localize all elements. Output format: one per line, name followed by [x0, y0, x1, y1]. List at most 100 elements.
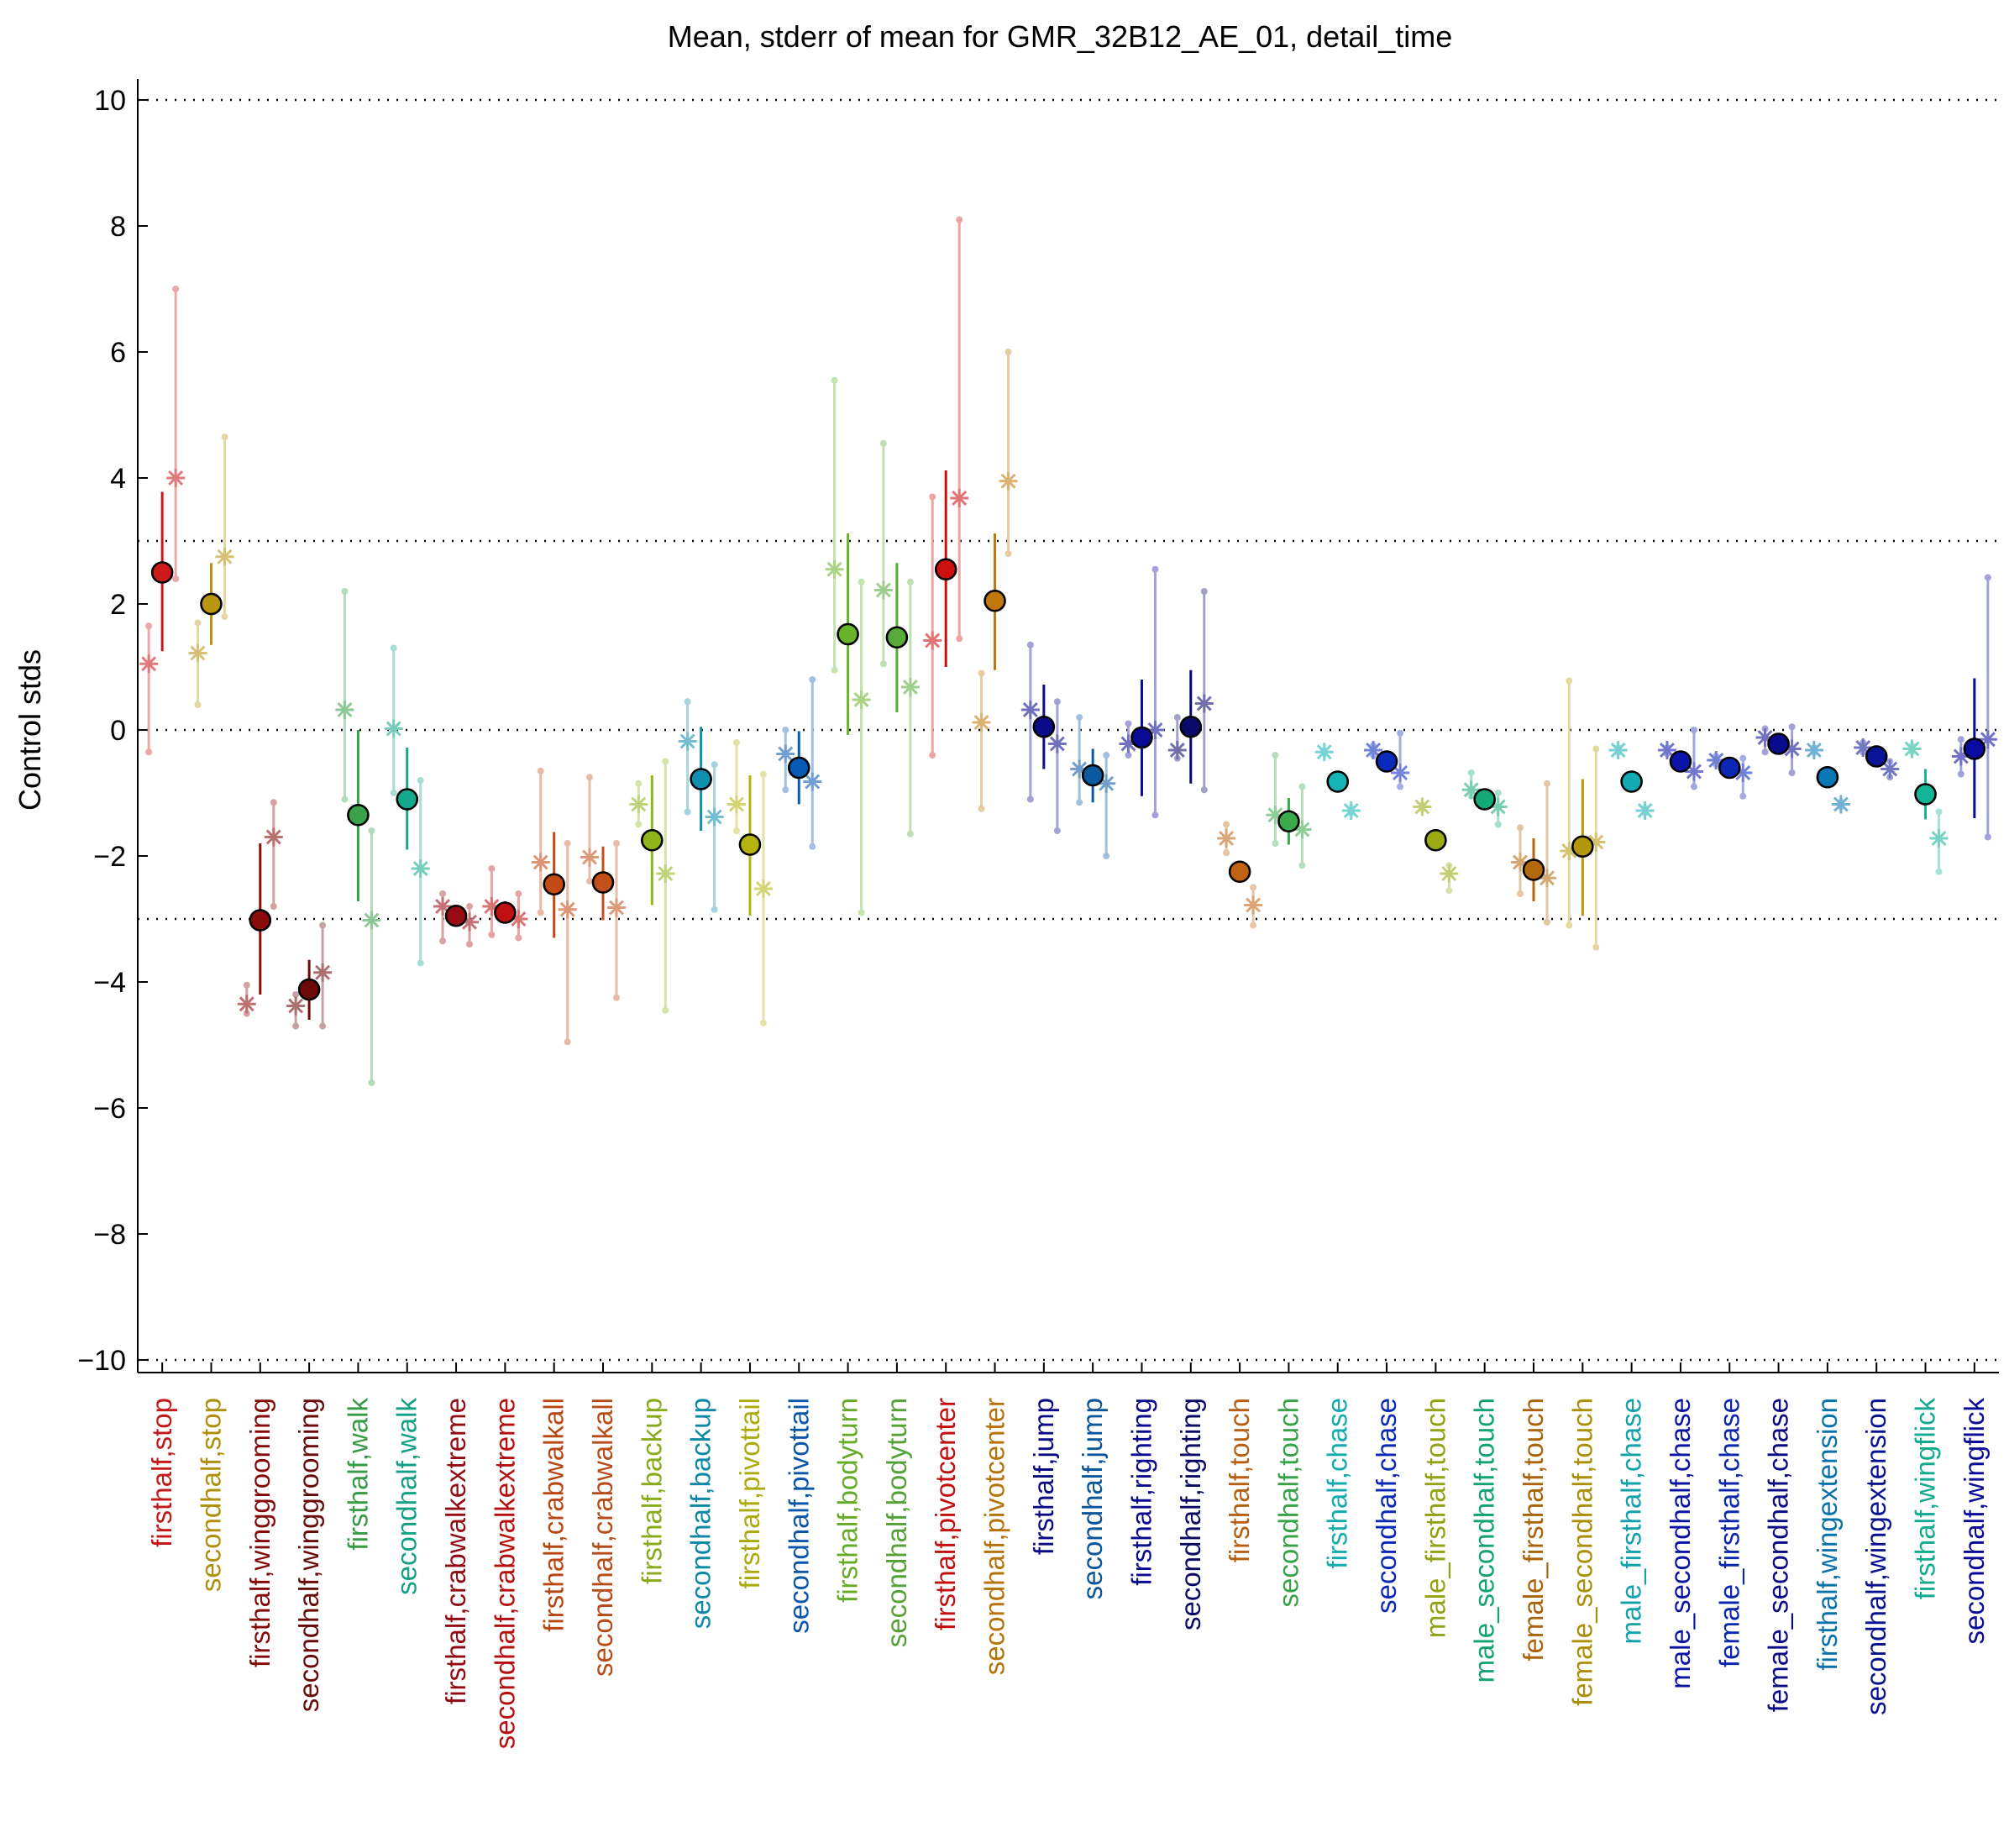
x-tick-label: male_secondhalf,chase [1665, 1398, 1696, 1689]
range-point [1125, 752, 1132, 759]
category-group [1119, 565, 1165, 819]
range-point [759, 770, 767, 778]
range-point [831, 666, 838, 674]
star-marker-first [335, 701, 354, 719]
star-marker-second-stroke-3 [217, 549, 233, 564]
range-point [1467, 769, 1475, 776]
range-point [858, 578, 865, 585]
range-point [319, 1022, 327, 1030]
star-marker-first [1902, 739, 1922, 759]
star-marker-second [1391, 764, 1410, 782]
x-tick-label: firsthalf,crabwalkall [538, 1398, 569, 1632]
star-marker-second [313, 963, 333, 982]
range-point [956, 216, 963, 223]
category-group [825, 376, 871, 916]
mean-marker [543, 873, 565, 896]
category-group [776, 676, 822, 850]
star-marker-first [1364, 741, 1383, 759]
range-point [1200, 588, 1208, 595]
range-point [1076, 799, 1083, 806]
range-point [368, 827, 375, 834]
star-marker-first-stroke-3 [1855, 740, 1871, 755]
x-tick-label: secondhalf,crabwalkextreme [489, 1398, 520, 1749]
range-point [1103, 853, 1110, 859]
range-point [390, 644, 397, 652]
mean-marker [249, 909, 272, 932]
category-group [531, 767, 577, 1046]
star-marker-first [1657, 741, 1676, 759]
star-marker-first [1020, 701, 1040, 719]
range-point [319, 921, 327, 929]
star-marker-second [1635, 801, 1655, 820]
mean-marker [1865, 745, 1888, 768]
star-marker-first [1314, 743, 1334, 762]
star-marker-second [1880, 759, 1900, 779]
mean-marker [1963, 738, 1986, 760]
range-point [1788, 769, 1796, 776]
mean-marker [1473, 788, 1496, 811]
star-marker-second [1341, 801, 1361, 820]
range-point [586, 774, 593, 781]
star-marker-second-stroke-3 [805, 774, 821, 790]
star-marker-second-stroke-3 [706, 809, 722, 825]
x-tick-label: secondhalf,chase [1371, 1398, 1402, 1614]
category-group [482, 865, 528, 942]
mean-marker [1620, 770, 1643, 793]
range-point [906, 578, 914, 585]
star-marker-first [776, 744, 795, 764]
axes: −10 −8 −6 −4 −2 0 2 4 6 8 10 [77, 79, 1999, 1377]
category-group [188, 433, 234, 708]
star-marker-second [705, 807, 724, 827]
range-point [1984, 833, 1991, 841]
x-tick-label: firsthalf,pivottail [734, 1398, 765, 1588]
category-group [972, 349, 1018, 812]
mean-marker [1914, 783, 1937, 806]
mean-marker [1571, 835, 1594, 858]
star-marker-second [607, 898, 626, 917]
x-tick-label: secondhalf,righting [1175, 1398, 1206, 1630]
star-marker-second [900, 678, 920, 696]
category-group [1314, 743, 1361, 820]
x-tick-label: secondhalf,pivottail [783, 1398, 814, 1634]
star-marker-second-stroke-3 [609, 900, 624, 916]
x-tick-label: secondhalf,winggrooming [293, 1398, 324, 1712]
range-point [341, 588, 349, 595]
range-point [1592, 943, 1600, 951]
y-tick-label: −6 [93, 1093, 126, 1125]
range-point [194, 701, 202, 708]
range-point [1984, 574, 1991, 581]
range-point [466, 941, 474, 948]
category-group [286, 921, 333, 1030]
range-point [292, 991, 300, 998]
star-marker-first-stroke-3 [1904, 741, 1920, 757]
mean-marker [1326, 770, 1350, 793]
mean-marker [1816, 765, 1839, 789]
mean-marker [1228, 860, 1251, 884]
category-group [1461, 769, 1508, 828]
star-marker-second-stroke-3 [315, 964, 331, 980]
category-group [923, 216, 969, 759]
star-marker-first-stroke-3 [1219, 831, 1235, 846]
x-tick-label: firsthalf,wingextension [1812, 1398, 1843, 1671]
x-tick-label: secondhalf,wingflick [1959, 1398, 1990, 1645]
category-group [1217, 821, 1263, 929]
star-marker-first [629, 795, 648, 814]
range-point [439, 890, 447, 897]
star-marker-first-stroke-3 [1513, 854, 1528, 870]
y-tick-label: 10 [94, 85, 126, 117]
range-point [292, 1022, 300, 1030]
mean-marker [297, 978, 321, 1001]
x-tick-label: firsthalf,winggrooming [244, 1398, 275, 1667]
range-point [929, 493, 936, 501]
star-marker-second [411, 859, 430, 878]
category-group [1854, 738, 1900, 781]
mean-marker [641, 828, 664, 852]
x-tick-label: firsthalf,chase [1322, 1398, 1353, 1569]
x-tick-label: secondhalf,stop [195, 1398, 226, 1592]
range-point [1125, 720, 1132, 727]
range-point [341, 795, 349, 803]
range-point [635, 821, 643, 828]
category-group [1266, 752, 1312, 869]
star-marker-second-stroke-3 [853, 692, 869, 707]
star-marker-first [972, 713, 991, 732]
